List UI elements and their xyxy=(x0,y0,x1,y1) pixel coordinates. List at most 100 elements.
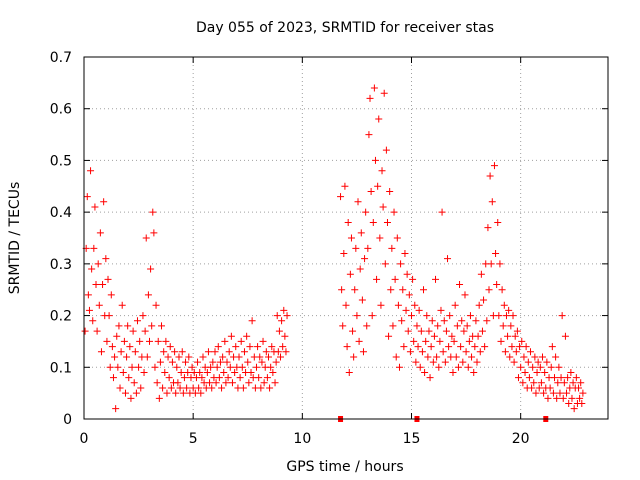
data-point xyxy=(188,363,196,371)
data-point xyxy=(111,353,119,361)
data-point xyxy=(244,358,252,366)
data-point xyxy=(340,250,348,258)
data-point xyxy=(387,286,395,294)
data-point xyxy=(105,312,113,320)
data-point xyxy=(165,374,173,382)
data-point xyxy=(555,363,563,371)
data-point xyxy=(558,312,566,320)
data-point xyxy=(543,358,551,366)
data-point xyxy=(127,394,135,402)
data-point xyxy=(485,286,493,294)
data-point xyxy=(512,348,520,356)
data-point xyxy=(414,343,422,351)
data-point xyxy=(208,384,216,392)
data-point xyxy=(502,312,510,320)
data-point xyxy=(211,348,219,356)
y-tick-label: 0.2 xyxy=(50,309,72,325)
data-point xyxy=(406,348,414,356)
data-point xyxy=(526,348,534,356)
data-point xyxy=(518,337,526,345)
data-point xyxy=(174,379,182,387)
data-point xyxy=(182,358,190,366)
data-point xyxy=(149,208,157,216)
data-point xyxy=(365,131,373,139)
data-point xyxy=(472,317,480,325)
data-point xyxy=(459,358,467,366)
data-point xyxy=(451,301,459,309)
data-point xyxy=(125,374,133,382)
data-point xyxy=(464,363,472,371)
x-tick-label: 0 xyxy=(80,431,89,447)
data-point xyxy=(260,379,268,387)
data-point xyxy=(140,368,148,376)
data-point xyxy=(493,281,501,289)
data-point xyxy=(456,281,464,289)
data-point xyxy=(164,353,172,361)
data-point xyxy=(279,343,287,351)
data-point xyxy=(380,89,388,97)
data-point xyxy=(514,374,522,382)
data-point xyxy=(386,187,394,195)
data-point xyxy=(108,343,116,351)
data-point xyxy=(393,234,401,242)
data-point xyxy=(243,332,251,340)
data-point xyxy=(403,270,411,278)
data-point xyxy=(167,384,175,392)
data-point xyxy=(521,368,529,376)
data-point xyxy=(156,358,164,366)
data-point xyxy=(96,229,104,237)
data-point xyxy=(351,286,359,294)
data-point xyxy=(239,384,247,392)
data-point xyxy=(494,218,502,226)
data-point xyxy=(504,332,512,340)
y-tick-label: 0.3 xyxy=(50,257,72,273)
data-point xyxy=(376,234,384,242)
data-point xyxy=(264,353,272,361)
data-point xyxy=(151,363,159,371)
data-point xyxy=(226,363,234,371)
data-point xyxy=(533,368,541,376)
data-point xyxy=(500,301,508,309)
data-point xyxy=(212,379,220,387)
x-tick-label: 15 xyxy=(403,431,421,447)
data-point xyxy=(259,337,267,345)
data-point xyxy=(94,260,102,268)
y-tick-label: 0.7 xyxy=(50,50,72,66)
data-point xyxy=(524,358,532,366)
data-point xyxy=(477,270,485,278)
data-point xyxy=(121,389,129,397)
data-point xyxy=(252,363,260,371)
data-point xyxy=(466,312,474,320)
data-point xyxy=(547,363,555,371)
data-point xyxy=(520,353,528,361)
data-point xyxy=(154,337,162,345)
data-point xyxy=(402,306,410,314)
data-point xyxy=(446,312,454,320)
data-point xyxy=(567,368,575,376)
data-point xyxy=(487,260,495,268)
data-point xyxy=(109,374,117,382)
data-point xyxy=(379,203,387,211)
data-point xyxy=(203,368,211,376)
data-point xyxy=(199,353,207,361)
data-point xyxy=(235,353,243,361)
data-point xyxy=(556,389,564,397)
data-point xyxy=(554,379,562,387)
data-point xyxy=(93,327,101,335)
data-point xyxy=(83,193,91,201)
data-point xyxy=(369,218,377,226)
data-point xyxy=(126,343,134,351)
data-point xyxy=(185,353,193,361)
plot-frame xyxy=(83,56,609,420)
data-point xyxy=(135,363,143,371)
data-point xyxy=(522,343,530,351)
data-point xyxy=(398,317,406,325)
data-point xyxy=(430,332,438,340)
data-point xyxy=(492,250,500,258)
data-point xyxy=(426,374,434,382)
data-point xyxy=(231,368,239,376)
data-point xyxy=(275,327,283,335)
data-point xyxy=(561,332,569,340)
data-point xyxy=(428,317,436,325)
